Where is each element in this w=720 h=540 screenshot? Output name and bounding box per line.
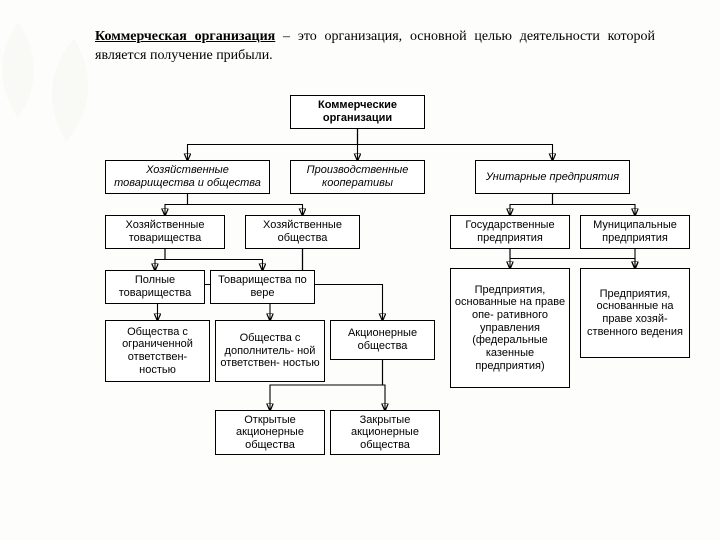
- node-n32: Муниципальные предприятия: [580, 215, 690, 249]
- edge-cat3-n31: [510, 194, 553, 215]
- node-cat3: Унитарные предприятия: [475, 160, 630, 194]
- node-cat2: Производственные кооперативы: [290, 160, 425, 194]
- node-n11: Хозяйственные товарищества: [105, 215, 225, 249]
- node-n31: Государственные предприятия: [450, 215, 570, 249]
- edge-root-cat3: [358, 129, 553, 160]
- org-chart: Коммерческие организации Хозяйственные то…: [0, 0, 720, 540]
- node-cat1: Хозяйственные товарищества и общества: [105, 160, 270, 194]
- node-n121: Общества с ограниченной ответствен- ност…: [105, 320, 210, 382]
- edge-root-cat1: [188, 129, 358, 160]
- edge-n123-n1232: [383, 360, 386, 410]
- edge-n11-n111: [155, 249, 165, 270]
- edge-n31-n321: [510, 249, 635, 268]
- edge-cat1-n11: [165, 194, 188, 215]
- node-root: Коммерческие организации: [290, 95, 425, 129]
- node-n111: Полные товарищества: [105, 270, 205, 304]
- node-n123: Акционерные общества: [330, 320, 435, 360]
- node-n12: Хозяйственные общества: [245, 215, 360, 249]
- edge-cat3-n32: [553, 194, 636, 215]
- node-n112: Товарищества по вере: [210, 270, 315, 304]
- node-n1232: Закрытые акционерные общества: [330, 410, 440, 455]
- edge-n11-n112: [165, 249, 263, 270]
- node-n1231: Открытые акционерные общества: [215, 410, 325, 455]
- node-n321: Предприятия, основанные на праве хозяй- …: [580, 268, 690, 358]
- node-n311: Предприятия, основанные на праве опе- ра…: [450, 268, 570, 388]
- node-n122: Общества с дополнитель- ной ответствен- …: [215, 320, 325, 382]
- edge-cat1-n12: [188, 194, 303, 215]
